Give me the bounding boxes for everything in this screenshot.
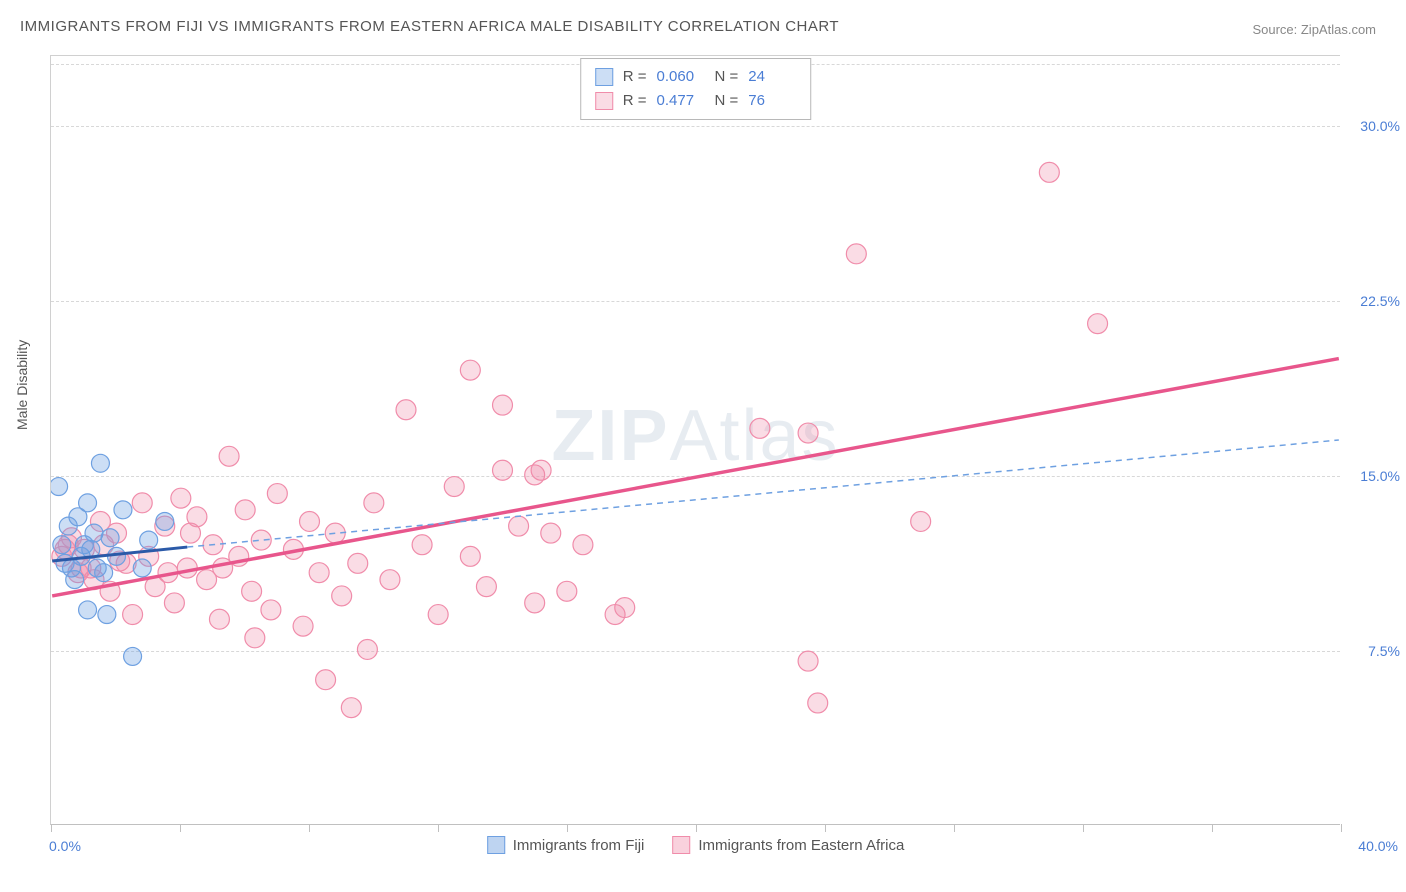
legend-item-eastafrica: Immigrants from Eastern Africa: [672, 836, 904, 854]
legend-row-fiji: R = 0.060 N = 24: [595, 65, 797, 89]
x-tick: [309, 824, 310, 832]
x-tick: [567, 824, 568, 832]
swatch-eastafrica-icon: [672, 836, 690, 854]
y-tick-label: 15.0%: [1360, 468, 1400, 484]
swatch-fiji-icon: [487, 836, 505, 854]
x-tick: [1212, 824, 1213, 832]
scatter-svg: [51, 56, 1340, 824]
y-tick-label: 22.5%: [1360, 293, 1400, 309]
x-tick: [1083, 824, 1084, 832]
swatch-eastafrica: [595, 92, 613, 110]
x-tick: [825, 824, 826, 832]
x-tick: [954, 824, 955, 832]
x-tick: [180, 824, 181, 832]
x-tick: [1341, 824, 1342, 832]
swatch-fiji: [595, 68, 613, 86]
x-axis-max-label: 40.0%: [1358, 838, 1398, 854]
source-label: Source: ZipAtlas.com: [1252, 22, 1376, 37]
series-legend: Immigrants from Fiji Immigrants from Eas…: [487, 836, 905, 854]
correlation-legend: R = 0.060 N = 24 R = 0.477 N = 76: [580, 58, 812, 120]
x-axis-min-label: 0.0%: [49, 838, 81, 854]
chart-container: IMMIGRANTS FROM FIJI VS IMMIGRANTS FROM …: [0, 0, 1406, 892]
legend-item-fiji: Immigrants from Fiji: [487, 836, 645, 854]
plot-area: ZIPAtlas R = 0.060 N = 24 R = 0.477 N = …: [50, 55, 1340, 825]
chart-title: IMMIGRANTS FROM FIJI VS IMMIGRANTS FROM …: [20, 18, 839, 35]
y-tick-label: 7.5%: [1368, 643, 1400, 659]
y-tick-label: 30.0%: [1360, 118, 1400, 134]
x-tick: [696, 824, 697, 832]
x-tick: [51, 824, 52, 832]
x-tick: [438, 824, 439, 832]
y-axis-label: Male Disability: [14, 340, 30, 430]
legend-row-eastafrica: R = 0.477 N = 76: [595, 89, 797, 113]
